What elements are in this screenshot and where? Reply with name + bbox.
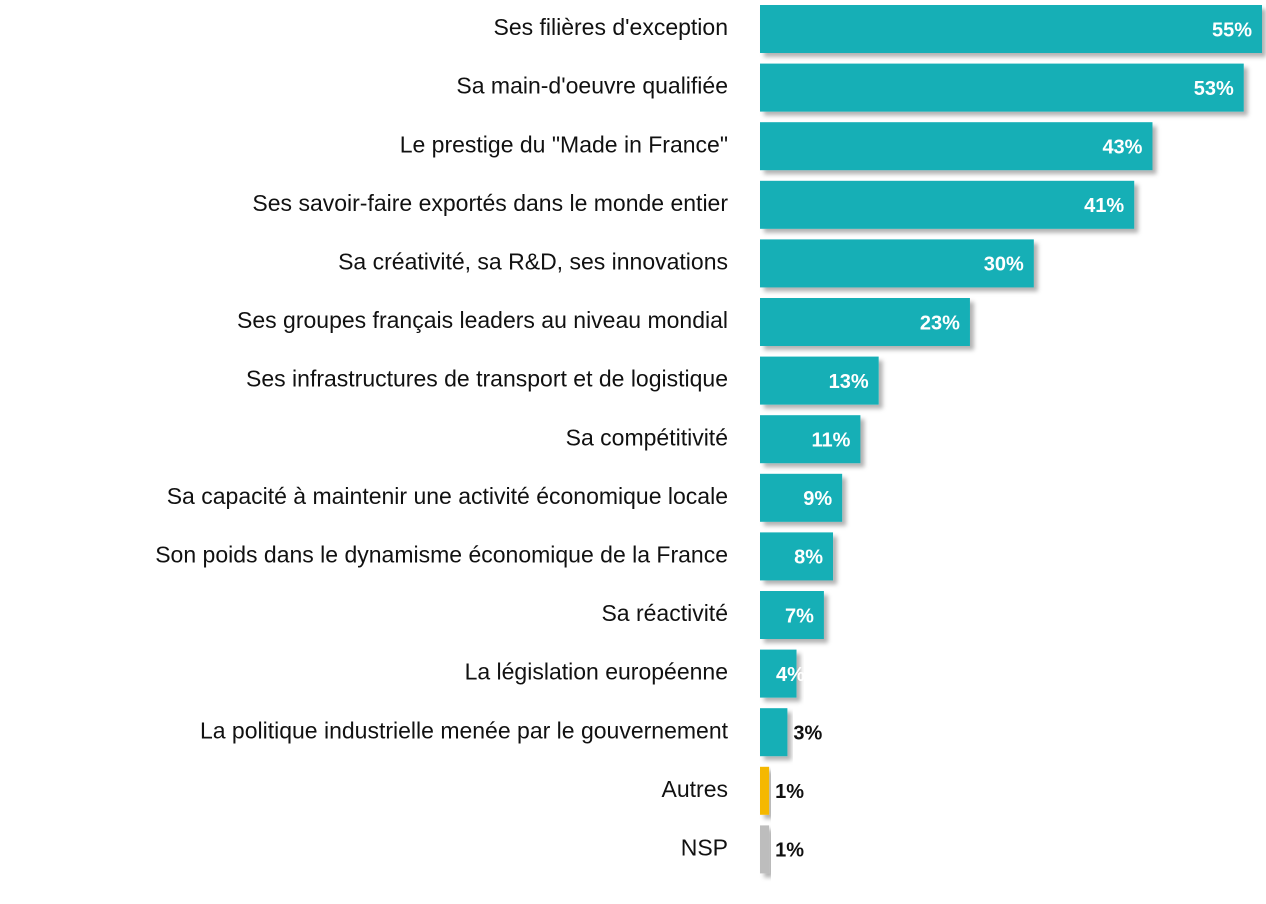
bar [760,180,1135,229]
category-label: Sa main-d'oeuvre qualifiée [456,73,728,99]
value-label: 53% [1194,78,1234,100]
bar [760,591,824,639]
category-label: Le prestige du "Made in France" [400,131,728,157]
bar [760,649,797,698]
value-label: 9% [803,488,832,510]
bar [760,473,843,522]
category-label: Ses savoir-faire exportés dans le monde … [252,190,728,216]
category-label: Son poids dans le dynamisme économique d… [155,541,728,567]
value-label: 1% [775,840,804,862]
value-label: 41% [1084,195,1124,217]
value-label: 30% [984,254,1024,276]
value-label: 8% [794,547,823,569]
value-label: 4% [776,664,805,686]
category-label: NSP [681,834,728,860]
bar [760,63,1244,112]
value-label: 11% [811,429,850,451]
value-label: 7% [785,605,814,627]
bar [760,298,970,346]
category-label: Ses filières d'exception [493,14,728,40]
category-label: Autres [662,776,728,802]
category-label: La législation européenne [465,659,728,685]
category-label: Ses groupes français leaders au niveau m… [237,307,728,333]
value-label: 1% [775,781,804,803]
value-label: 13% [829,371,869,393]
bar [760,825,770,874]
category-label: Ses infrastructures de transport et de l… [246,366,728,392]
bar [760,122,1153,171]
bar [760,239,1034,288]
bar [760,532,834,581]
category-label: Sa créativité, sa R&D, ses innovations [338,248,728,274]
category-label: La politique industrielle menée par le g… [200,717,729,743]
bar [760,356,879,405]
value-label: 43% [1102,136,1142,158]
bar [760,766,770,815]
value-label: 55% [1212,19,1252,41]
value-label: 3% [793,722,822,744]
category-label: Sa capacité à maintenir une activité éco… [167,483,728,509]
bar [760,708,788,757]
bar [760,415,861,464]
category-label: Sa réactivité [601,600,728,626]
value-label: 23% [920,312,960,334]
bar [760,5,1262,53]
category-label: Sa compétitivité [566,424,728,450]
